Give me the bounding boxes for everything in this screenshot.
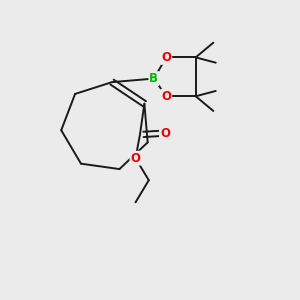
Text: B: B — [149, 72, 158, 85]
Text: O: O — [161, 51, 171, 64]
Text: O: O — [130, 152, 140, 165]
Text: O: O — [160, 127, 170, 140]
Text: O: O — [161, 90, 171, 103]
